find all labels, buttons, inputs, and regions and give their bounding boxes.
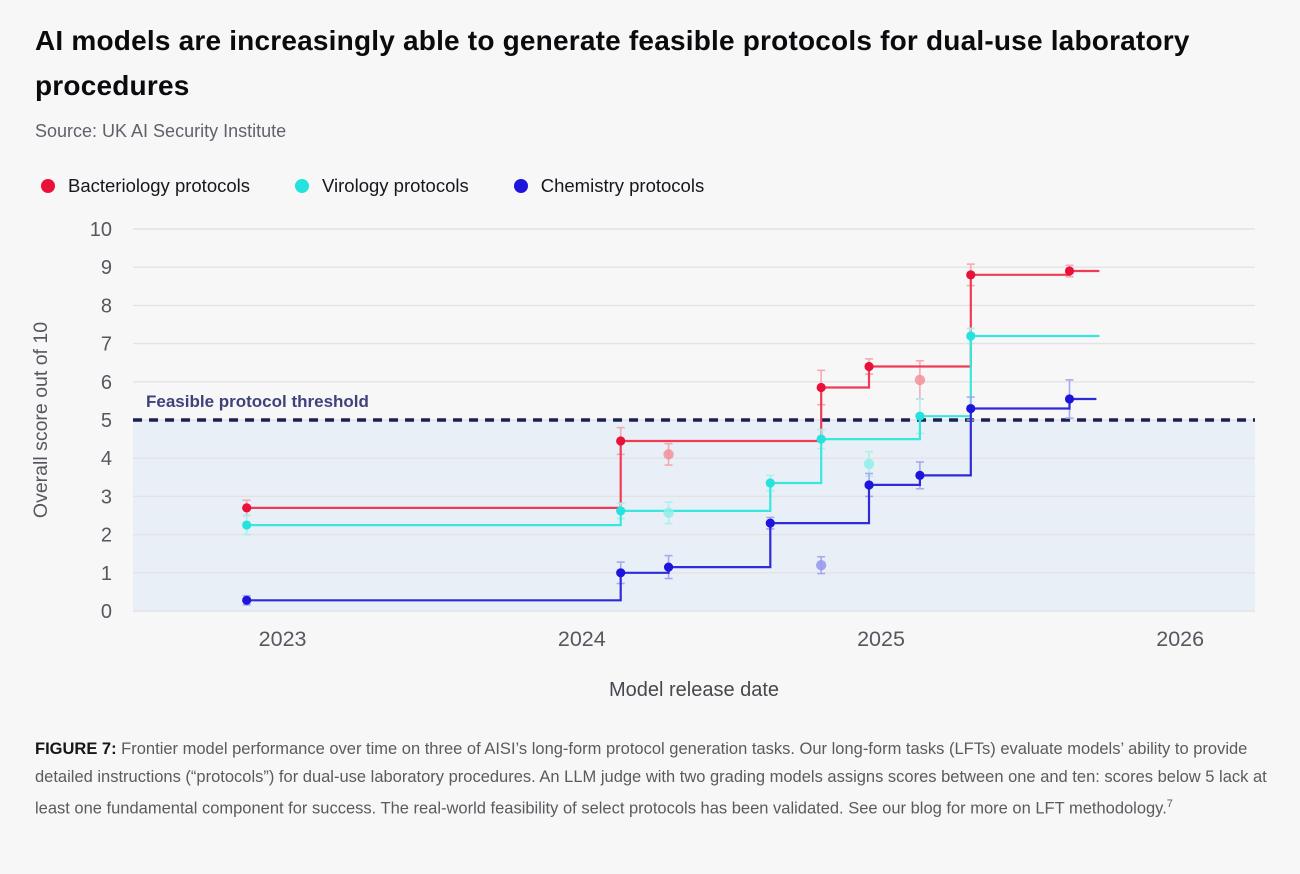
- data-point: [816, 382, 826, 393]
- y-tick-label: 1: [101, 563, 112, 585]
- y-tick-label: 8: [101, 295, 112, 317]
- x-tick-label: 2024: [558, 627, 606, 651]
- below-threshold-region: [133, 420, 1255, 611]
- data-point: [864, 480, 874, 490]
- legend-item-chemistry: Chemistry protocols: [513, 175, 705, 197]
- y-tick-label: 9: [101, 257, 112, 279]
- data-point: [966, 331, 976, 341]
- bacteriology-dot-icon: [41, 179, 55, 193]
- figure-caption-text: Frontier model performance over time on …: [35, 740, 1267, 818]
- y-tick-label: 7: [101, 334, 112, 356]
- data-point: [915, 470, 925, 480]
- virology-dot-icon: [295, 179, 310, 193]
- figure-caption-label: FIGURE 7:: [35, 740, 117, 758]
- data-point: [765, 478, 775, 488]
- y-tick-label: 6: [101, 372, 112, 394]
- data-point: [915, 411, 925, 421]
- data-point: [966, 270, 976, 280]
- legend-item-virology: Virology protocols: [295, 175, 469, 197]
- y-tick-label: 2: [101, 525, 112, 547]
- series-line-chemistry-protocols: [246, 397, 1097, 602]
- data-point: [242, 520, 252, 530]
- x-axis-title: Model release date: [609, 679, 779, 701]
- chart-area: 0 1 2 3 4 5 6 7 8 9 10 2023 2024 2025 2026 Model releas…: [0, 199, 1300, 736]
- data-point: [816, 434, 826, 444]
- legend-item-bacteriology: Bacteriology protocols: [41, 175, 250, 197]
- faded-data-point: [663, 449, 674, 460]
- data-point: [663, 562, 674, 572]
- figure-caption-footnote: 7: [1166, 798, 1173, 810]
- legend-label: Chemistry protocols: [540, 175, 705, 196]
- faded-data-point: [663, 507, 674, 519]
- data-point: [242, 595, 252, 605]
- faded-data-point: [914, 374, 926, 386]
- page-title: AI models are increasingly able to gener…: [35, 25, 1190, 101]
- data-point: [864, 361, 874, 372]
- legend: Bacteriology protocols Virology protocol…: [41, 175, 1300, 197]
- data-point: [242, 503, 252, 513]
- data-point: [1064, 394, 1075, 404]
- data-point: [1064, 266, 1075, 276]
- data-point: [616, 506, 626, 516]
- y-tick-label: 10: [90, 219, 112, 241]
- legend-label: Virology protocols: [322, 175, 469, 196]
- y-tick-label: 0: [101, 601, 112, 623]
- y-axis-title: Overall score out of 10: [30, 322, 52, 518]
- chart-source: Source: UK AI Security Institute: [35, 121, 287, 141]
- faded-data-point: [815, 559, 827, 571]
- threshold-label: Feasible protocol threshold: [146, 392, 369, 411]
- figure-caption: FIGURE 7: Frontier model performance ove…: [0, 736, 1300, 823]
- data-point: [966, 403, 976, 414]
- y-tick-label: 5: [101, 410, 112, 432]
- legend-label: Bacteriology protocols: [68, 175, 251, 196]
- data-point: [616, 568, 626, 578]
- protocol-scores-chart: 0 1 2 3 4 5 6 7 8 9 10 2023 2024 2025 2026 Model releas…: [30, 219, 1255, 701]
- y-tick-label: 4: [101, 448, 112, 470]
- data-point: [765, 518, 775, 528]
- x-tick-label: 2026: [1156, 627, 1204, 651]
- y-tick-label: 3: [101, 486, 112, 508]
- x-tick-label: 2023: [259, 627, 307, 651]
- faded-data-point: [863, 458, 875, 470]
- header: AI models are increasingly able to gener…: [0, 0, 1300, 142]
- chemistry-dot-icon: [513, 179, 528, 193]
- x-tick-label: 2025: [857, 627, 905, 651]
- data-point: [616, 436, 626, 446]
